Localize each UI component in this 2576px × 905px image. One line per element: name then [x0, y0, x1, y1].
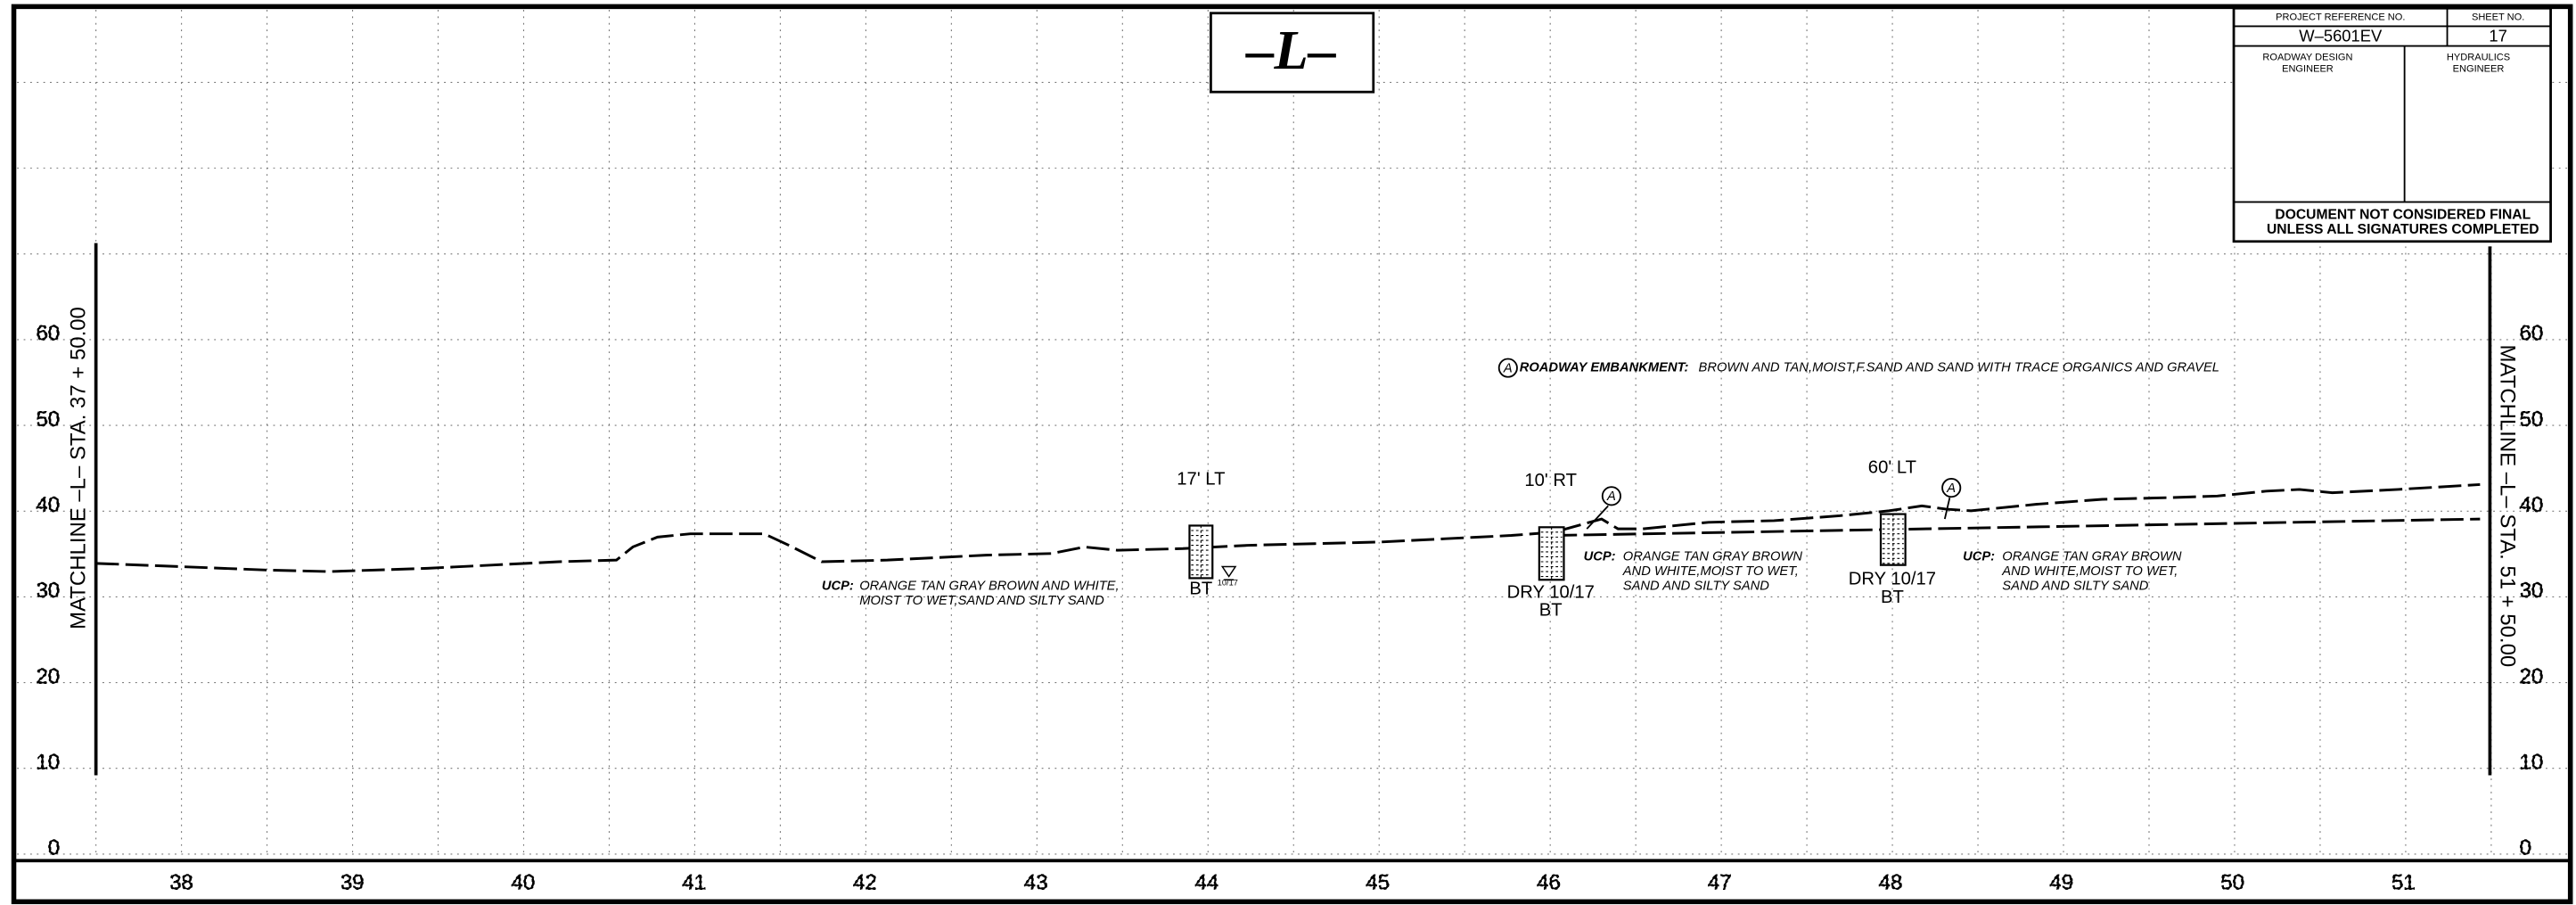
note-text: ORANGE TAN GRAY BROWN AND WHITE,: [859, 580, 1119, 594]
water-date: 10/17: [1218, 578, 1238, 587]
note-text: MOIST TO WET,SAND AND SILTY SAND: [859, 594, 1104, 608]
elevation-label: 50: [2520, 407, 2544, 432]
note-text: SAND AND SILTY SAND: [1623, 580, 1769, 594]
marker-circle: [1497, 358, 1518, 378]
marker: A: [1503, 361, 1513, 375]
station-label: 44: [1195, 870, 1219, 894]
boring-label: BT: [1539, 601, 1563, 621]
matchline-label: MATCHLINE –L– STA. 51 + 50.00: [2496, 345, 2520, 668]
note-text: ORANGE TAN GRAY BROWN: [2002, 549, 2182, 564]
elevation-label: 40: [2520, 493, 2544, 517]
note-text: SAND AND SILTY SAND: [2002, 580, 2148, 594]
label: SHEET NO.: [2472, 12, 2524, 22]
note-text: BROWN AND TAN,MOIST,F.SAND AND SAND WITH…: [1699, 361, 2219, 375]
note-text: AND WHITE,MOIST TO WET,: [2001, 564, 2178, 579]
boring-status: DRY 10/17: [1507, 582, 1595, 602]
title-block: PROJECT REFERENCE NO. SHEET NO. W–5601EV…: [2232, 6, 2552, 243]
label: ENGINEER: [2453, 63, 2505, 74]
label: HYDRAULICS: [2447, 52, 2510, 62]
boring-offset: 10' RT: [1524, 471, 1577, 490]
elevation-label: 30: [2520, 579, 2544, 603]
elevation-label: 20: [36, 664, 60, 688]
elevation-label: 10: [2520, 751, 2544, 775]
label: ROADWAY DESIGN: [2262, 52, 2352, 62]
grid: [17, 10, 2567, 858]
sheet-number: 17: [2489, 26, 2506, 45]
title-box: [1210, 12, 1375, 94]
water-symbol: [1220, 565, 1237, 580]
station-label: 46: [1537, 870, 1561, 894]
elevation-label: 20: [2520, 664, 2544, 688]
station-label: 40: [512, 870, 536, 894]
station-label: 48: [1879, 870, 1903, 894]
elevation-label: 50: [36, 407, 60, 432]
note-label: UCP:: [822, 580, 854, 594]
station-label: 41: [682, 870, 706, 894]
label: ENGINEER: [2282, 63, 2334, 74]
elevation-label: 40: [36, 493, 60, 517]
marker-circle: [1601, 486, 1621, 506]
note-label: ROADWAY EMBANKMENT:: [1520, 361, 1689, 375]
notice: UNLESS ALL SIGNATURES COMPLETED: [2267, 222, 2539, 237]
station-label: 42: [853, 870, 877, 894]
sheet-border: [11, 4, 2573, 905]
elevation-label: 60: [36, 322, 60, 346]
boring-hatch: 0 0 10 10 20 20 30 30 40 40 50 50 60 60 38 39 40 41 42 43 44…: [36, 321, 2544, 895]
station-label: 45: [1366, 870, 1390, 894]
station-label: 43: [1024, 870, 1048, 894]
station-label: 39: [340, 870, 365, 894]
leader: [1943, 497, 1951, 520]
stratum-line: [1554, 517, 2481, 537]
note-text: AND WHITE,MOIST TO WET,: [1622, 564, 1799, 579]
notice: DOCUMENT NOT CONSIDERED FINAL: [2275, 207, 2531, 222]
boring-label: BT: [1189, 580, 1212, 599]
note-text: ORANGE TAN GRAY BROWN: [1623, 549, 1803, 564]
project-reference: W–5601EV: [2299, 26, 2383, 45]
elevation-label: 0: [2520, 836, 2531, 860]
label: PROJECT REFERENCE NO.: [2276, 12, 2405, 22]
station-label: 51: [2391, 870, 2416, 894]
boring-status: DRY 10/17: [1849, 570, 1936, 589]
station-label: 38: [169, 870, 193, 894]
boring-offset: 60' LT: [1868, 457, 1916, 477]
station-label: 49: [2049, 870, 2073, 894]
boring-label: BT: [1881, 588, 1904, 607]
elevation-label: 10: [36, 751, 60, 775]
elevation-label: 0: [48, 836, 60, 860]
boring-offset: 17' LT: [1177, 469, 1225, 489]
station-label: 47: [1708, 870, 1732, 894]
marker: A: [1606, 490, 1616, 504]
note-label: UCP:: [1584, 549, 1616, 564]
leader: [1586, 505, 1609, 530]
marker-circle: [1941, 478, 1962, 498]
note-label: UCP:: [1963, 549, 1995, 564]
matchline-label: MATCHLINE –L– STA. 37 + 50.00: [67, 307, 91, 629]
station-label: 50: [2220, 870, 2244, 894]
title: –L–: [1244, 19, 1337, 81]
marker: A: [1946, 481, 1956, 496]
elevation-label: 60: [2520, 322, 2544, 346]
elevation-label: 30: [36, 579, 60, 603]
